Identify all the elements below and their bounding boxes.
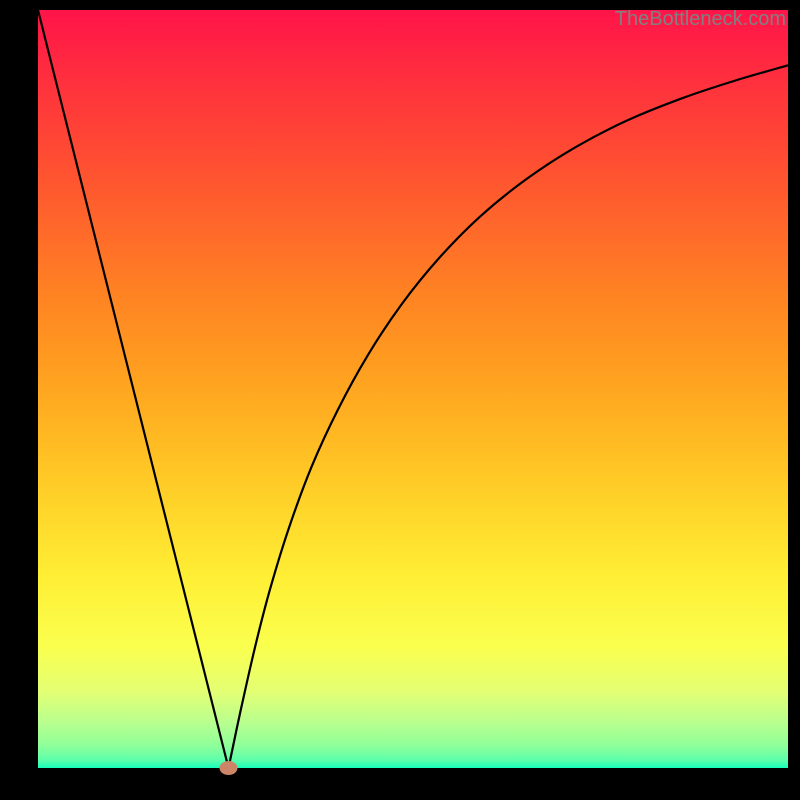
watermark-text: TheBottleneck.com <box>615 8 786 31</box>
plot-area <box>38 10 788 768</box>
